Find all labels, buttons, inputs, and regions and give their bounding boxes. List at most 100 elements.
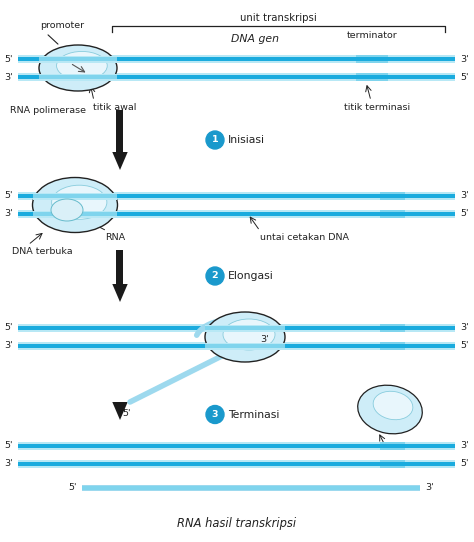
Text: 5': 5' — [4, 191, 13, 201]
Bar — [18, 57, 455, 61]
Text: RNA hasil transkripsi: RNA hasil transkripsi — [177, 517, 297, 530]
Bar — [380, 210, 405, 218]
Text: 5': 5' — [4, 324, 13, 332]
Bar — [380, 212, 405, 216]
Text: 2: 2 — [212, 272, 219, 281]
Text: DNA gen: DNA gen — [231, 34, 279, 44]
Text: 5': 5' — [460, 460, 468, 468]
Bar — [39, 74, 117, 81]
Ellipse shape — [56, 51, 107, 80]
Bar — [39, 55, 117, 62]
Text: 5': 5' — [4, 442, 13, 450]
Bar — [205, 343, 285, 350]
Bar — [117, 250, 124, 284]
Bar — [117, 110, 124, 152]
Ellipse shape — [52, 185, 107, 220]
Text: promoter: promoter — [40, 21, 84, 30]
Text: unit transkripsi: unit transkripsi — [240, 13, 317, 23]
Text: Inisiasi: Inisiasi — [228, 135, 265, 145]
Text: 5': 5' — [460, 341, 468, 351]
Text: 3': 3' — [460, 442, 469, 450]
Text: RNA: RNA — [105, 233, 125, 242]
Text: 3: 3 — [212, 410, 218, 419]
Bar — [18, 75, 455, 79]
Text: DNA terbuka: DNA terbuka — [12, 247, 73, 256]
Text: terminator: terminator — [346, 31, 397, 40]
Ellipse shape — [223, 319, 275, 350]
Bar — [18, 326, 455, 330]
Ellipse shape — [33, 177, 118, 233]
Bar — [18, 193, 455, 198]
Bar — [18, 73, 455, 81]
Text: titik terminasi: titik terminasi — [344, 103, 410, 112]
Bar — [380, 344, 405, 349]
Bar — [356, 75, 388, 79]
Polygon shape — [112, 284, 128, 302]
Bar — [380, 442, 405, 450]
Bar — [205, 326, 285, 330]
Bar — [18, 444, 455, 448]
Circle shape — [206, 131, 224, 149]
Bar — [33, 212, 117, 216]
Ellipse shape — [205, 312, 285, 362]
Bar — [356, 57, 388, 61]
Polygon shape — [112, 152, 128, 170]
Text: 3': 3' — [261, 335, 269, 345]
Text: 5': 5' — [69, 483, 77, 493]
Text: 3': 3' — [460, 55, 469, 63]
Text: 3': 3' — [4, 210, 13, 218]
Text: 3': 3' — [425, 483, 434, 493]
Text: Terminasi: Terminasi — [228, 410, 279, 420]
Bar — [380, 324, 405, 332]
Text: 3': 3' — [4, 341, 13, 351]
Text: 3': 3' — [4, 460, 13, 468]
Bar — [39, 57, 117, 61]
Bar — [18, 342, 455, 350]
Bar — [18, 324, 455, 332]
Text: 5': 5' — [4, 55, 13, 63]
Bar — [82, 485, 420, 491]
Bar — [380, 462, 405, 466]
Bar — [18, 192, 455, 200]
Bar — [356, 73, 388, 81]
Bar — [18, 344, 455, 349]
Text: 1: 1 — [212, 136, 219, 145]
Bar — [356, 55, 388, 63]
Text: untai cetakan DNA: untai cetakan DNA — [260, 233, 349, 242]
Bar — [380, 192, 405, 200]
Ellipse shape — [39, 45, 117, 91]
Bar — [380, 342, 405, 350]
Bar — [205, 344, 285, 349]
Bar — [18, 462, 455, 466]
Bar — [380, 326, 405, 330]
Bar — [18, 212, 455, 216]
Ellipse shape — [51, 199, 83, 221]
Text: Elongasi: Elongasi — [228, 271, 274, 281]
Bar — [82, 486, 420, 490]
Bar — [117, 402, 124, 409]
Bar — [33, 210, 117, 217]
Bar — [33, 193, 117, 198]
Bar — [380, 444, 405, 448]
Circle shape — [206, 405, 224, 423]
Text: 5': 5' — [123, 409, 131, 418]
Text: 3': 3' — [460, 191, 469, 201]
Text: 3': 3' — [4, 73, 13, 81]
Bar — [33, 192, 117, 199]
Bar — [18, 55, 455, 63]
Bar — [18, 210, 455, 218]
Ellipse shape — [373, 391, 413, 420]
Ellipse shape — [358, 385, 422, 434]
Circle shape — [206, 267, 224, 285]
Bar — [380, 193, 405, 198]
Bar — [205, 325, 285, 332]
Polygon shape — [112, 402, 128, 420]
Bar — [18, 442, 455, 450]
Text: RNA polimerase: RNA polimerase — [10, 106, 86, 115]
Text: 3': 3' — [460, 324, 469, 332]
Text: titik awal: titik awal — [93, 103, 137, 112]
Text: 5': 5' — [460, 210, 468, 218]
Bar — [39, 75, 117, 79]
Bar — [380, 460, 405, 468]
Text: 5': 5' — [460, 73, 468, 81]
